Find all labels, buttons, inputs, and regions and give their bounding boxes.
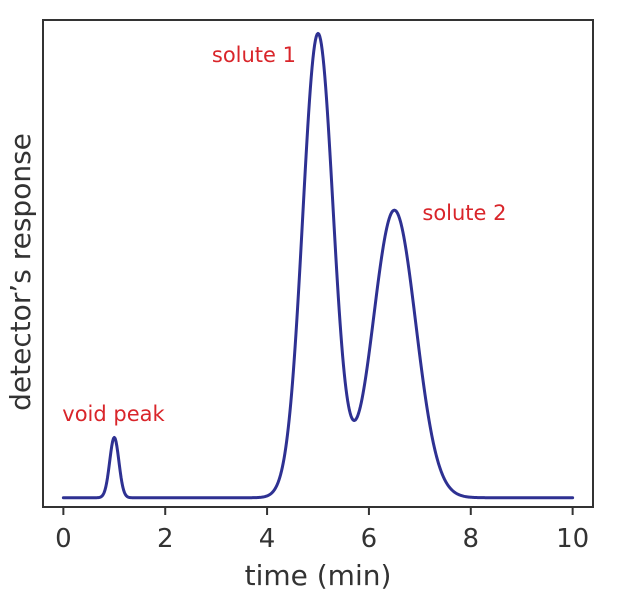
x-axis-label: time (min)	[245, 559, 392, 592]
plot-frame	[42, 19, 594, 508]
x-tick-label: 6	[361, 524, 378, 554]
peak-annotations: void peak solute 1 solute 2	[62, 43, 506, 426]
x-tick-label: 8	[463, 524, 480, 554]
y-axis-label: detector’s response	[4, 133, 37, 411]
chromatogram-trace	[61, 31, 575, 500]
peak-label: solute 1	[212, 43, 296, 67]
x-tick-label: 10	[556, 524, 589, 554]
x-tick-label: 2	[157, 524, 174, 554]
peak-label: void peak	[62, 402, 165, 426]
peak-label: solute 2	[422, 201, 506, 225]
x-tick-label: 0	[55, 524, 72, 554]
x-tick-label: 4	[259, 524, 276, 554]
x-axis-ticks: 0 2 4 6 8 10	[55, 507, 589, 554]
